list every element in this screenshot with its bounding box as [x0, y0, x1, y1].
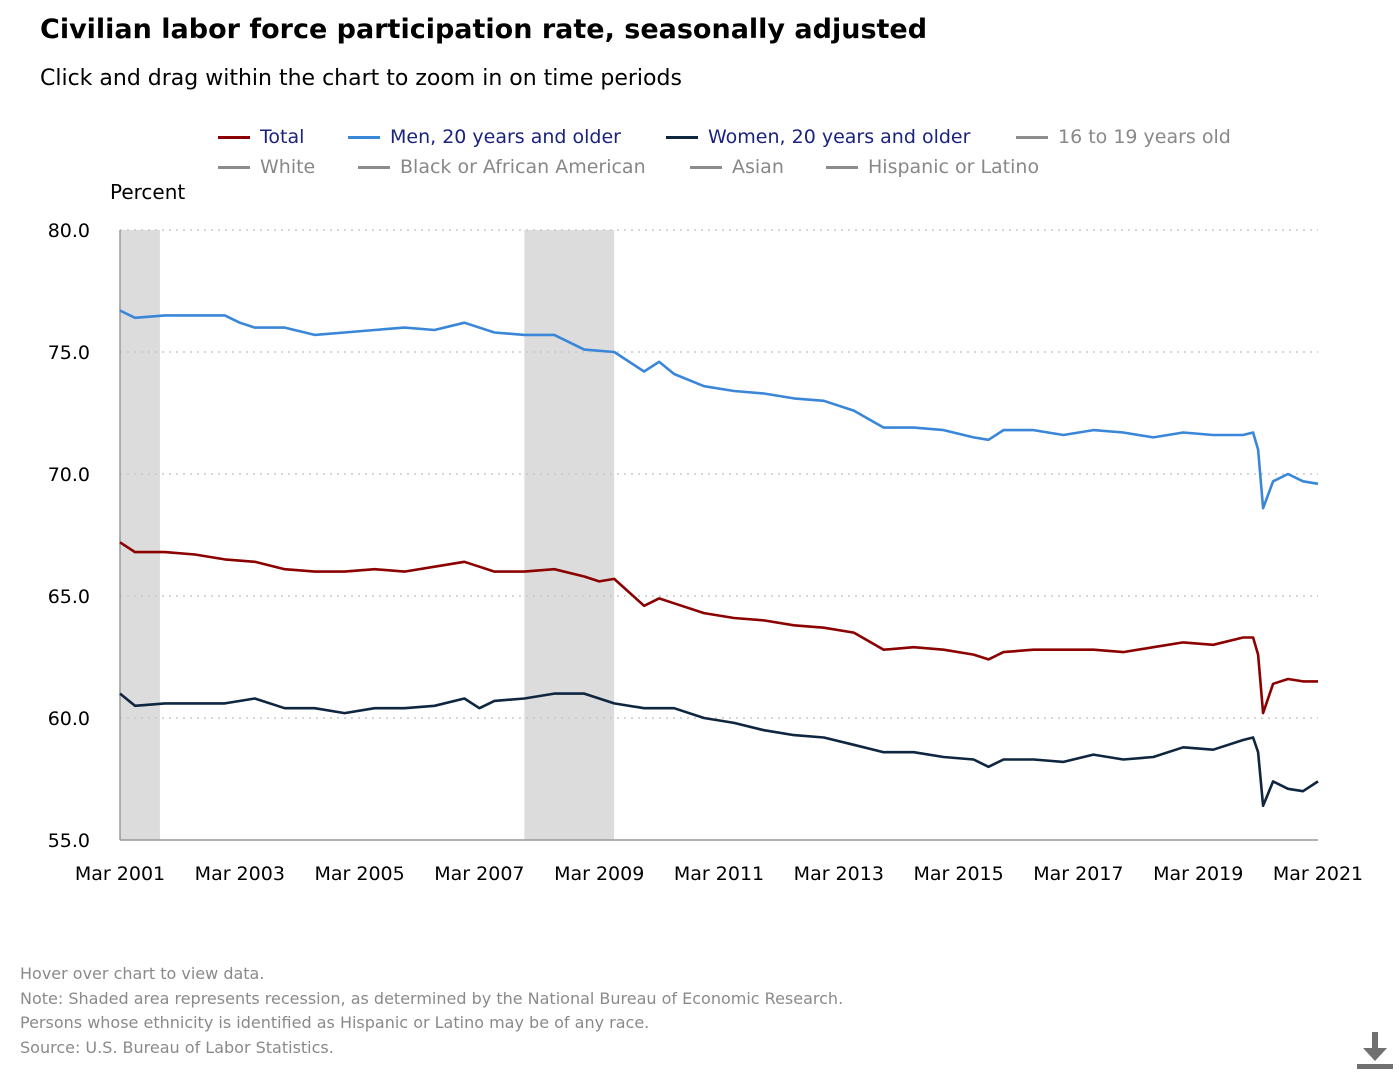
series-line-total[interactable] — [119, 541, 1318, 715]
legend-item-hispanic[interactable]: Hispanic or Latino — [826, 156, 1039, 178]
x-tick-label: Mar 2011 — [674, 863, 764, 885]
x-tick-label: Mar 2019 — [1153, 863, 1243, 885]
gridlines — [120, 229, 1318, 719]
legend-item-women[interactable]: Women, 20 years and older — [666, 126, 970, 148]
legend-swatch-women — [666, 135, 698, 139]
x-tick-label: Mar 2003 — [195, 863, 285, 885]
legend-swatch-hispanic — [826, 165, 858, 169]
legend-swatch-white — [218, 165, 250, 169]
x-tick-label: Mar 2009 — [554, 863, 644, 885]
y-tick-label: 55.0 — [48, 830, 90, 852]
legend-swatch-16-to-19 — [1016, 135, 1048, 139]
legend-label-women: Women, 20 years and older — [708, 126, 971, 148]
y-tick-label: 75.0 — [48, 342, 90, 364]
series-line-men-20-years-and-older[interactable] — [119, 309, 1319, 510]
y-axis-label: Percent — [110, 180, 186, 204]
download-icon[interactable] — [1352, 1028, 1398, 1074]
y-tick-label: 80.0 — [48, 220, 90, 242]
legend-item-black[interactable]: Black or African American — [358, 156, 646, 178]
x-tick-label: Mar 2017 — [1033, 863, 1123, 885]
recession-shading — [120, 230, 615, 840]
x-tick-label: Mar 2005 — [314, 863, 404, 885]
legend-item-white[interactable]: White — [218, 156, 315, 178]
axes: 55.0 60.0 65.0 70.0 75.0 80.0 Mar 2001 Mar 2003… — [48, 220, 1363, 885]
legend-label-hispanic: Hispanic or Latino — [868, 156, 1040, 178]
legend-swatch-black — [358, 165, 390, 169]
recession-band-2 — [524, 230, 615, 840]
legend-label-black: Black or African American — [400, 156, 646, 178]
note-hover: Hover over chart to view data. — [20, 964, 265, 983]
legend-swatch-asian — [690, 165, 722, 169]
legend-item-16-to-19[interactable]: 16 to 19 years old — [1016, 126, 1231, 148]
x-tick-label: Mar 2021 — [1273, 863, 1363, 885]
x-tick-label: Mar 2015 — [913, 863, 1003, 885]
legend-item-total[interactable]: Total — [218, 126, 304, 148]
note-source: Source: U.S. Bureau of Labor Statistics. — [20, 1037, 334, 1057]
y-tick-label: 65.0 — [48, 586, 90, 608]
legend: Total Men, 20 years and older Women, 20 … — [0, 122, 1400, 184]
legend-swatch-men — [348, 135, 380, 139]
series-line-women-20-years-and-older[interactable] — [119, 692, 1319, 808]
legend-label-men: Men, 20 years and older — [390, 126, 621, 148]
note-hispanic: Persons whose ethnicity is identified as… — [20, 1013, 650, 1032]
legend-item-asian[interactable]: Asian — [690, 156, 784, 178]
legend-label-asian: Asian — [732, 156, 784, 178]
x-tick-label: Mar 2001 — [75, 863, 165, 885]
y-tick-label: 70.0 — [48, 464, 90, 486]
chart-notes: Hover over chart to view data. Note: Sha… — [20, 962, 843, 1060]
x-tick-label: Mar 2013 — [794, 863, 884, 885]
data-series — [119, 309, 1319, 808]
line-chart[interactable]: 55.0 60.0 65.0 70.0 75.0 80.0 Mar 2001 Mar 2003… — [0, 0, 1400, 960]
legend-label-16-to-19: 16 to 19 years old — [1058, 126, 1231, 148]
chart-subtitle: Click and drag within the chart to zoom … — [40, 66, 682, 91]
y-tick-label: 60.0 — [48, 708, 90, 730]
note-recession: Note: Shaded area represents recession, … — [20, 988, 844, 1008]
x-tick-label: Mar 2007 — [434, 863, 524, 885]
chart-title: Civilian labor force participation rate,… — [40, 14, 928, 45]
legend-item-men[interactable]: Men, 20 years and older — [348, 126, 621, 148]
recession-band-1 — [120, 230, 160, 840]
legend-label-white: White — [260, 156, 316, 178]
legend-swatch-total — [218, 135, 250, 139]
legend-label-total: Total — [260, 126, 305, 148]
